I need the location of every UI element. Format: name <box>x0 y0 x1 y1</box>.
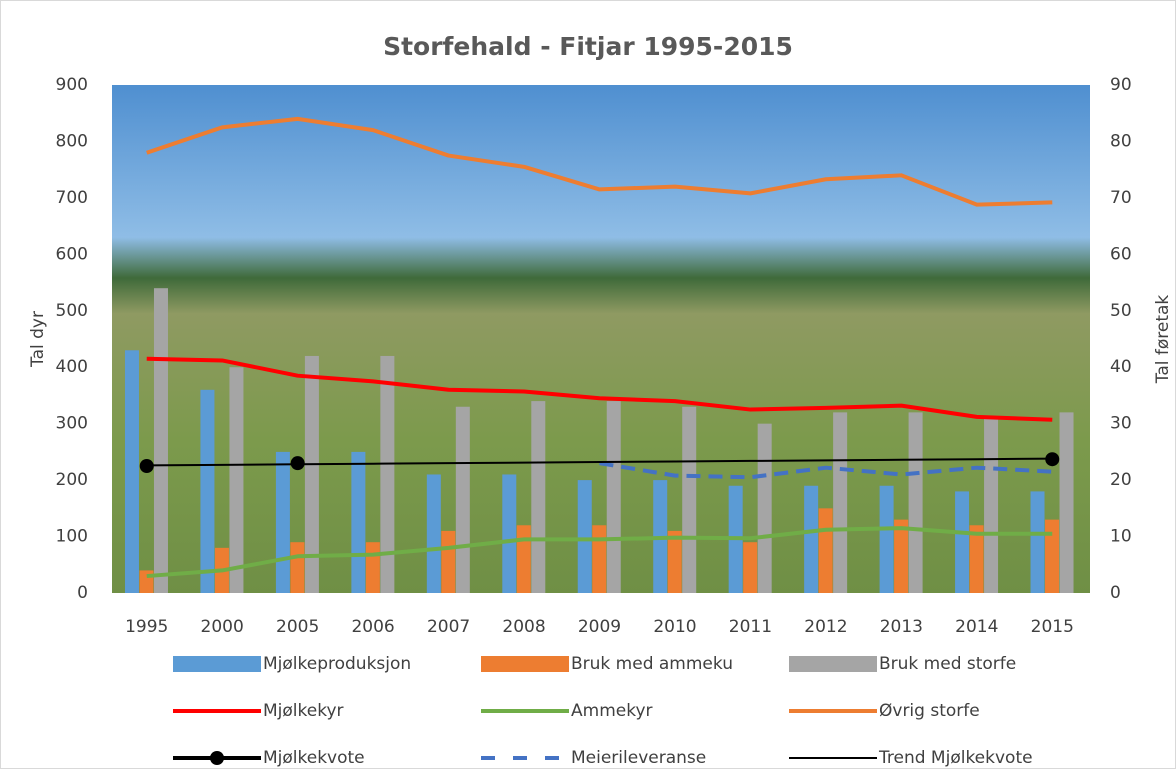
y-tick-label: 800 <box>56 131 88 151</box>
bar <box>592 525 607 593</box>
legend-label: Øvrig storfe <box>879 701 980 721</box>
y-axis-label: Tal dyr <box>28 311 48 368</box>
bar <box>606 401 621 593</box>
bar <box>908 412 923 593</box>
bar <box>1030 491 1045 593</box>
bar <box>531 401 546 593</box>
y2-tick-label: 40 <box>1110 357 1132 377</box>
bar <box>124 350 139 593</box>
line-series <box>599 461 1053 480</box>
y2-tick-label: 70 <box>1110 188 1132 208</box>
bar <box>290 542 305 593</box>
x-tick-label: 2007 <box>427 617 470 637</box>
bar <box>1045 519 1060 593</box>
y-tick-label: 200 <box>56 470 88 490</box>
y-tick-label: 300 <box>56 414 88 434</box>
background-photo <box>112 85 1090 593</box>
bar <box>153 288 168 593</box>
bar <box>502 474 517 593</box>
y-tick-label: 400 <box>56 357 88 377</box>
bar <box>743 542 758 593</box>
x-tick-label: 2005 <box>276 617 319 637</box>
y2-tick-label: 50 <box>1110 301 1132 321</box>
bar <box>365 542 380 593</box>
y-tick-label: 700 <box>56 188 88 208</box>
bar <box>455 406 470 593</box>
y2-tick-label: 60 <box>1110 244 1132 264</box>
bar <box>818 508 833 593</box>
line-series <box>146 457 1053 467</box>
y2-axis-label: Tal føretak <box>1153 295 1173 385</box>
bar <box>380 355 395 593</box>
bar <box>879 485 894 593</box>
y-tick-label: 100 <box>56 527 88 547</box>
x-tick-label: 2006 <box>351 617 394 637</box>
bar <box>229 367 244 593</box>
bar <box>969 525 984 593</box>
line-series <box>146 526 1053 579</box>
x-tick-label: 2010 <box>653 617 696 637</box>
bar <box>426 474 441 593</box>
x-tick-label: 2012 <box>804 617 847 637</box>
bar <box>667 530 682 593</box>
x-tick-label: 1995 <box>125 617 168 637</box>
bar <box>200 389 215 593</box>
legend-label: Mjølkekvote <box>263 748 365 768</box>
x-tick-label: 2015 <box>1031 617 1074 637</box>
legend-label: Meierileveranse <box>571 748 706 768</box>
bar <box>894 519 909 593</box>
bar <box>1059 412 1074 593</box>
x-tick-label: 2014 <box>955 617 998 637</box>
y-tick-label: 900 <box>56 75 88 95</box>
bar <box>955 491 970 593</box>
legend-label: Mjølkekyr <box>263 701 344 721</box>
x-tick-label: 2008 <box>502 617 545 637</box>
bar <box>984 418 999 593</box>
y2-tick-label: 90 <box>1110 75 1132 95</box>
line-series <box>146 356 1053 422</box>
bar <box>351 451 366 593</box>
legend-swatch <box>789 656 877 672</box>
y2-tick-label: 10 <box>1110 527 1132 547</box>
bar <box>275 451 290 593</box>
y2-tick-label: 80 <box>1110 131 1132 151</box>
bar <box>304 355 319 593</box>
legend-marker <box>210 751 224 765</box>
line-series <box>146 116 1053 207</box>
y-tick-label: 500 <box>56 301 88 321</box>
x-tick-label: 2013 <box>880 617 923 637</box>
line-marker <box>290 456 305 471</box>
line-marker <box>139 459 154 473</box>
legend-swatch <box>481 656 569 672</box>
chart-title: Storfehald - Fitjar 1995-2015 <box>383 32 793 61</box>
bar <box>682 406 697 593</box>
y-tick-label: 0 <box>77 583 88 603</box>
x-tick-label: 2009 <box>578 617 621 637</box>
bar <box>577 480 592 593</box>
x-tick-label: 2000 <box>201 617 244 637</box>
y-tick-label: 600 <box>56 244 88 264</box>
bar <box>804 485 819 593</box>
bar <box>757 423 772 593</box>
legend-label: Ammekyr <box>571 701 653 721</box>
bar <box>833 412 848 593</box>
legend-label: Mjølkeproduksjon <box>263 654 411 674</box>
bar <box>441 530 456 593</box>
x-tick-label: 2011 <box>729 617 772 637</box>
y2-tick-label: 30 <box>1110 414 1132 434</box>
legend-label: Bruk med ammeku <box>571 654 733 674</box>
legend-swatch <box>173 656 261 672</box>
legend-label: Trend Mjølkekvote <box>878 748 1033 768</box>
y2-tick-label: 20 <box>1110 470 1132 490</box>
bar <box>516 525 531 593</box>
y2-tick-label: 0 <box>1110 583 1121 603</box>
legend-label: Bruk med storfe <box>879 654 1016 674</box>
